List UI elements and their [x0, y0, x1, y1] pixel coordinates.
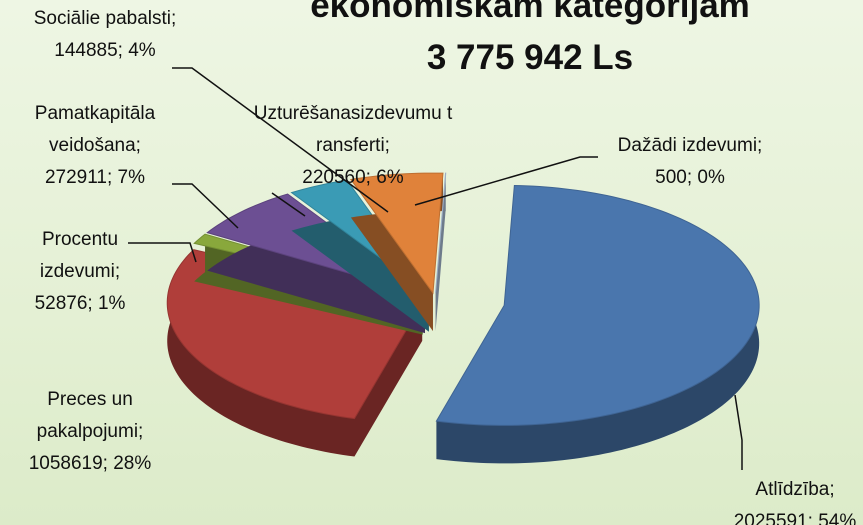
slice-value: 52876; 1% [34, 293, 126, 314]
slice-side [435, 173, 446, 332]
leader-line [734, 394, 743, 470]
data-label: Atlīdzība; 2025591; 54% [720, 474, 863, 525]
leader-line [271, 192, 306, 217]
slice-top [435, 172, 447, 294]
slice-value: 220560; 6% [302, 167, 404, 188]
slice-value: 500; 0% [655, 167, 725, 188]
pie-slice [435, 184, 760, 464]
slice-value: 2025591; 54% [733, 511, 857, 525]
pie-slice [435, 172, 447, 332]
leader-line [128, 242, 197, 263]
slice-value: 144885; 4% [54, 40, 156, 61]
data-label: Uzturēšanasizdevumu transferti; 220560; 6… [253, 98, 453, 194]
leader-line [172, 183, 239, 229]
slice-side [167, 249, 423, 457]
slice-name: Dažādi izdevumi; [617, 135, 763, 156]
slice-name: Atlīdzība; [755, 479, 835, 500]
slice-value: 272911; 7% [44, 167, 145, 188]
data-label: Procentu izdevumi; 52876; 1% [10, 224, 150, 320]
slice-top [435, 184, 760, 426]
slice-value: 1058619; 28% [28, 453, 152, 474]
slice-name: Procentu izdevumi; [39, 229, 121, 282]
slice-name: Uzturēšanasizdevumu transferti; [253, 103, 453, 156]
chart-title: ekonomiskām kategorijām [310, 0, 750, 25]
leader-line [414, 156, 598, 206]
slice-side [291, 180, 429, 332]
slice-name: Preces un pakalpojumi; [36, 389, 144, 442]
chart-subtitle: 3 775 942 Ls [426, 38, 634, 77]
slice-name: Pamatkapitāla veidošana; [34, 103, 156, 156]
data-label: Sociālie pabalsti; 144885; 4% [20, 3, 190, 67]
pie [166, 172, 760, 464]
leader-lines [128, 67, 743, 470]
data-label: Preces un pakalpojumi; 1058619; 28% [15, 384, 165, 480]
leader-line [172, 67, 389, 213]
slice-name: Sociālie pabalsti; [33, 8, 177, 29]
data-label: Pamatkapitāla veidošana; 272911; 7% [20, 98, 170, 194]
slice-side [350, 173, 443, 332]
data-label: Dažādi izdevumi; 500; 0% [585, 130, 795, 194]
